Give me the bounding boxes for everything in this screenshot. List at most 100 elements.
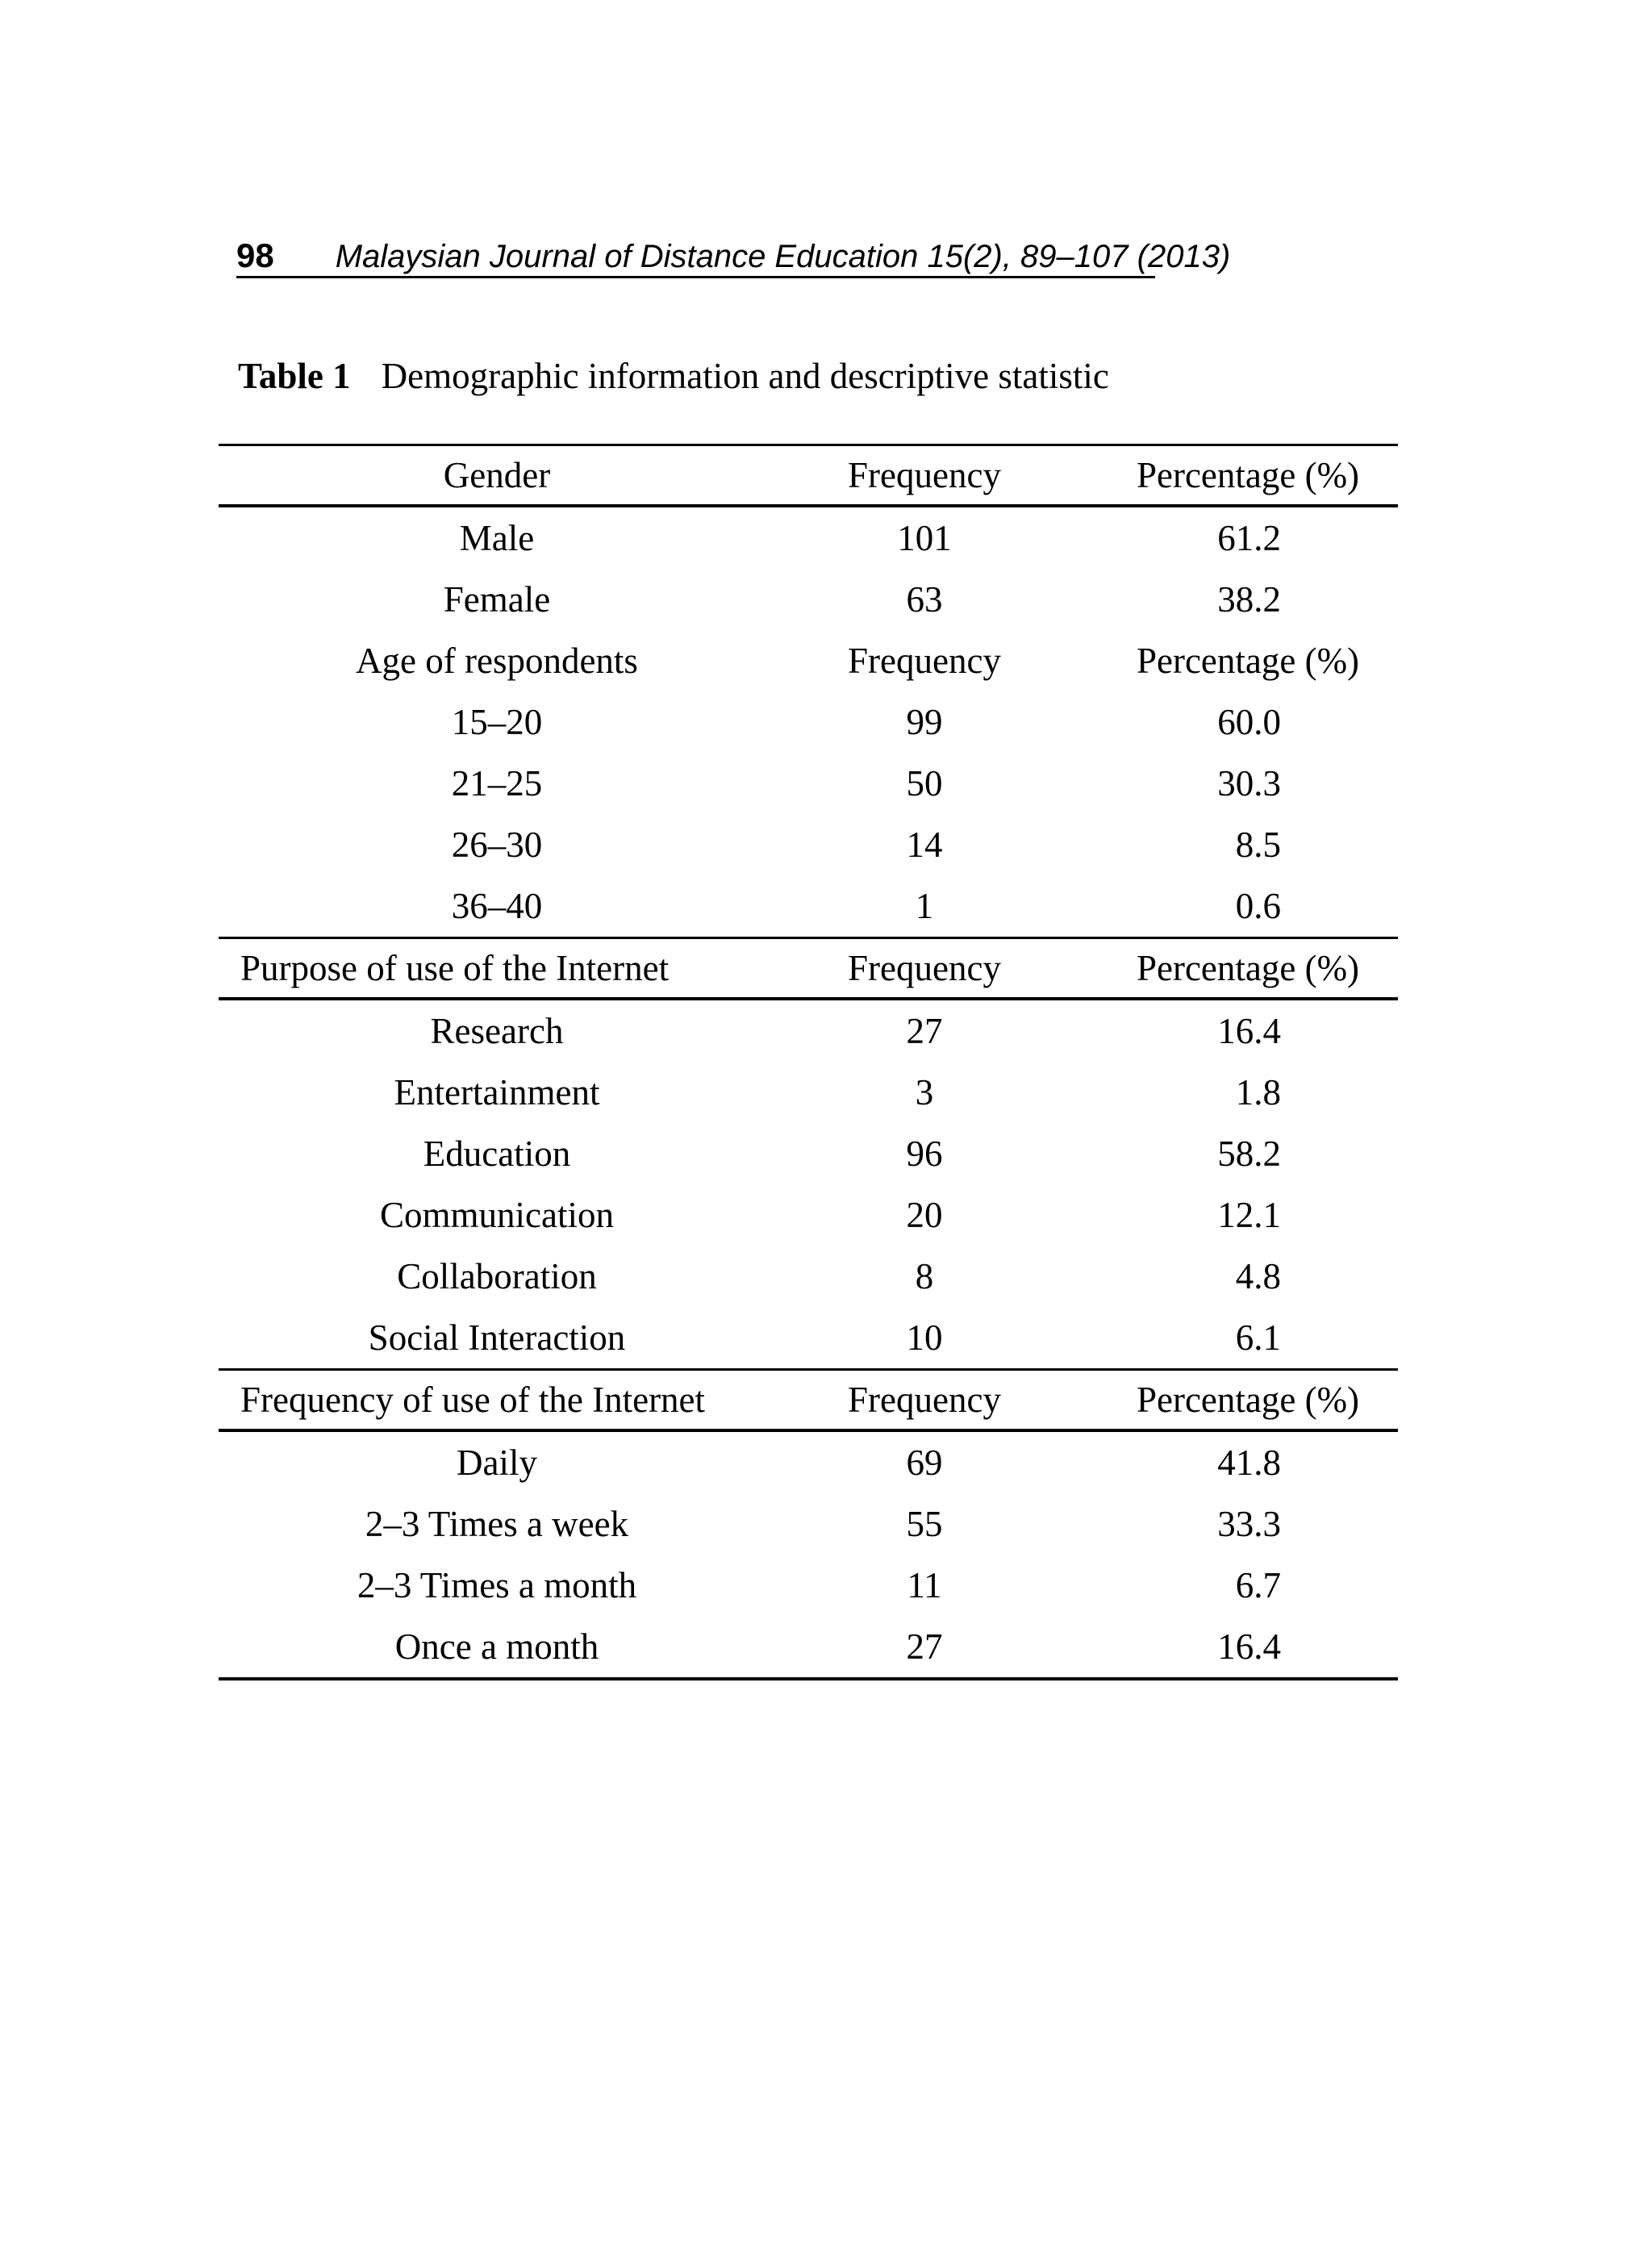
percentage-value: 12.1 (1217, 1195, 1281, 1235)
table-row: 26–30 14 8.5 (219, 814, 1398, 875)
percentage-value: 16.4 (1217, 1626, 1281, 1667)
percentage-value-cell: 41.8 (1074, 1442, 1398, 1484)
table-caption: Table 1 Demographic information and descr… (238, 356, 1109, 396)
table-section: Purpose of use of the Internet Frequency P… (219, 937, 1398, 1368)
frequency-value-cell: 20 (906, 1195, 943, 1235)
frequency-value-cell: 27 (906, 1011, 943, 1051)
percentage-value-cell: 12.1 (1074, 1194, 1398, 1236)
frequency-value-cell: 11 (907, 1565, 942, 1605)
percentage-value: 0.6 (1235, 886, 1281, 926)
percentage-value-cell: 16.4 (1074, 1626, 1398, 1668)
row-label-cell: Research (430, 1011, 564, 1051)
table-section: Frequency of use of the Internet Frequenc… (219, 1368, 1398, 1677)
frequency-value-cell: 8 (915, 1256, 934, 1296)
percentage-value-cell: 60.0 (1074, 701, 1398, 743)
table-row: Female 63 38.2 (219, 569, 1398, 630)
row-label-cell: Daily (457, 1442, 537, 1483)
section-header-row: Purpose of use of the Internet Frequency P… (219, 939, 1398, 1000)
percentage-value: 6.1 (1235, 1317, 1281, 1358)
row-label-cell: Social Interaction (368, 1317, 626, 1358)
section-header-row: Age of respondents Frequency Percentage (%… (219, 630, 1398, 691)
frequency-header-cell: Frequency (848, 641, 1001, 681)
section-header-cell: Purpose of use of the Internet (240, 948, 670, 988)
percentage-header-cell: Percentage (%) (1136, 948, 1360, 988)
row-label-cell: Collaboration (397, 1256, 597, 1296)
frequency-value-cell: 96 (906, 1134, 943, 1174)
frequency-value-cell: 3 (915, 1072, 934, 1113)
percentage-value-cell: 6.7 (1074, 1564, 1398, 1606)
percentage-value: 33.3 (1217, 1504, 1281, 1544)
table-row: 15–20 99 60.0 (219, 691, 1398, 753)
section-header-row: Gender Frequency Percentage (%) (219, 446, 1398, 507)
percentage-value-cell: 33.3 (1074, 1503, 1398, 1545)
frequency-value-cell: 55 (906, 1504, 943, 1544)
percentage-value: 8.5 (1235, 825, 1281, 865)
frequency-value-cell: 101 (897, 518, 952, 558)
percentage-value: 61.2 (1217, 518, 1281, 558)
table-row: Collaboration 8 4.8 (219, 1246, 1398, 1307)
row-label-cell: Communication (380, 1195, 614, 1235)
percentage-value-cell: 38.2 (1074, 578, 1398, 620)
section-header-cell: Frequency of use of the Internet (240, 1380, 706, 1420)
percentage-value: 1.8 (1235, 1072, 1281, 1113)
percentage-value: 6.7 (1235, 1565, 1281, 1605)
frequency-header-cell: Frequency (848, 455, 1001, 495)
percentage-header-cell: Percentage (%) (1136, 641, 1360, 681)
row-label-cell: 2–3 Times a week (365, 1504, 629, 1544)
percentage-value-cell: 61.2 (1074, 517, 1398, 559)
table-row: 21–25 50 30.3 (219, 753, 1398, 814)
table-section: Gender Frequency Percentage (%) Male 101 61.2… (219, 444, 1398, 630)
table-row: 2–3 Times a week 55 33.3 (219, 1493, 1398, 1555)
percentage-value: 30.3 (1217, 763, 1281, 804)
section-header-cell: Age of respondents (356, 641, 638, 681)
frequency-value-cell: 14 (906, 825, 943, 865)
row-label-cell: 21–25 (451, 763, 543, 804)
percentage-value-cell: 58.2 (1074, 1133, 1398, 1175)
section-header-cell: Gender (443, 455, 551, 495)
percentage-value-cell: 6.1 (1074, 1317, 1398, 1359)
journal-reference: Malaysian Journal of Distance Education … (335, 239, 1231, 274)
table-row: Male 101 61.2 (219, 507, 1398, 569)
row-label-cell: Entertainment (394, 1072, 600, 1113)
percentage-value: 60.0 (1217, 702, 1281, 742)
frequency-value-cell: 50 (906, 763, 943, 804)
percentage-value: 41.8 (1217, 1442, 1281, 1483)
frequency-header-cell: Frequency (848, 1380, 1001, 1420)
frequency-value-cell: 63 (906, 579, 943, 620)
row-label-cell: Once a month (394, 1626, 599, 1667)
table-row: 36–40 1 0.6 (219, 875, 1398, 937)
frequency-value-cell: 27 (906, 1626, 943, 1667)
row-label-cell: 26–30 (451, 825, 543, 865)
row-label-cell: Female (443, 579, 551, 620)
percentage-value-cell: 8.5 (1074, 824, 1398, 866)
percentage-value: 58.2 (1217, 1134, 1281, 1174)
table-row: Communication 20 12.1 (219, 1184, 1398, 1246)
percentage-value-cell: 1.8 (1074, 1071, 1398, 1113)
frequency-value-cell: 10 (906, 1317, 943, 1358)
frequency-value-cell: 69 (906, 1442, 943, 1483)
table-row: Once a month 27 16.4 (219, 1616, 1398, 1677)
table-row: Education 96 58.2 (219, 1123, 1398, 1184)
percentage-value: 38.2 (1217, 579, 1281, 620)
row-label-cell: 36–40 (451, 886, 543, 926)
percentage-value-cell: 30.3 (1074, 762, 1398, 804)
table-caption-text: Demographic information and descriptive … (381, 356, 1109, 396)
percentage-header-cell: Percentage (%) (1136, 455, 1360, 495)
percentage-header-cell: Percentage (%) (1136, 1380, 1360, 1420)
table-row: Research 27 16.4 (219, 1000, 1398, 1062)
percentage-value-cell: 16.4 (1074, 1010, 1398, 1052)
frequency-value-cell: 99 (906, 702, 943, 742)
percentage-value-cell: 4.8 (1074, 1255, 1398, 1297)
demographics-table: Gender Frequency Percentage (%) Male 101 61.2… (219, 444, 1398, 1680)
table-caption-label: Table 1 (238, 356, 351, 396)
row-label-cell: 15–20 (451, 702, 543, 742)
running-header: 98 Malaysian Journal of Distance Educati… (236, 238, 1230, 278)
table-row: Daily 69 41.8 (219, 1432, 1398, 1493)
percentage-value: 4.8 (1235, 1256, 1281, 1296)
table-section: Age of respondents Frequency Percentage (%… (219, 630, 1398, 937)
frequency-value-cell: 1 (915, 886, 934, 926)
frequency-header-cell: Frequency (848, 948, 1001, 988)
row-label-cell: Male (459, 518, 535, 558)
row-label-cell: Education (423, 1134, 571, 1174)
